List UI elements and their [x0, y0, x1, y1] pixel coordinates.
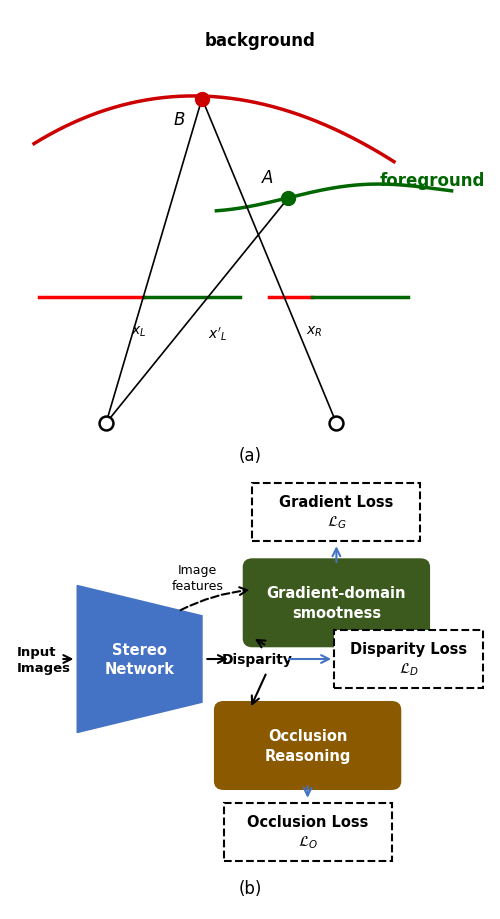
- FancyBboxPatch shape: [244, 560, 429, 647]
- Text: $A$: $A$: [261, 169, 274, 187]
- Text: $x_L$: $x_L$: [131, 324, 146, 339]
- Text: $x_R$: $x_R$: [306, 324, 322, 339]
- Polygon shape: [77, 586, 202, 732]
- Text: Disparity: Disparity: [222, 652, 292, 666]
- Text: $B$: $B$: [173, 110, 185, 129]
- Text: Stereo
Network: Stereo Network: [104, 641, 174, 676]
- Bar: [224, 803, 392, 861]
- Text: Occlusion Loss
$\mathcal{L}_O$: Occlusion Loss $\mathcal{L}_O$: [247, 814, 368, 850]
- Text: $x'_L$: $x'_L$: [208, 324, 228, 342]
- Bar: [334, 630, 483, 688]
- Text: foreground: foreground: [380, 172, 485, 189]
- Text: background: background: [204, 32, 315, 50]
- Text: (a): (a): [238, 447, 262, 464]
- Text: Input
Images: Input Images: [17, 645, 71, 674]
- Text: Gradient-domain
smootness: Gradient-domain smootness: [266, 585, 406, 620]
- Text: Image
features: Image features: [172, 563, 223, 593]
- Text: Disparity Loss
$\mathcal{L}_D$: Disparity Loss $\mathcal{L}_D$: [350, 641, 467, 677]
- Bar: [252, 483, 420, 541]
- FancyBboxPatch shape: [215, 702, 400, 789]
- Text: Gradient Loss
$\mathcal{L}_G$: Gradient Loss $\mathcal{L}_G$: [279, 494, 394, 530]
- Text: (b): (b): [238, 879, 262, 897]
- Text: Occlusion
Reasoning: Occlusion Reasoning: [264, 728, 351, 763]
